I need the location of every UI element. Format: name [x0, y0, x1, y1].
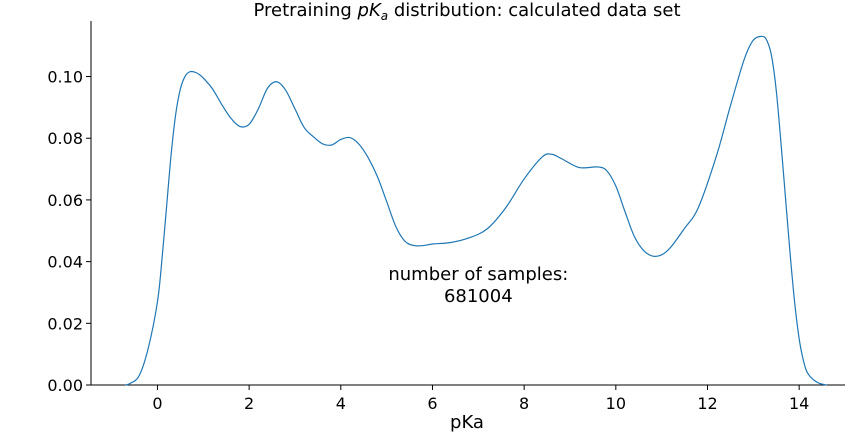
sample-count-label: number of samples: — [388, 264, 568, 285]
x-tick-label: 14 — [789, 394, 809, 413]
y-tick-label: 0.08 — [47, 129, 83, 148]
x-tick-label: 2 — [244, 394, 254, 413]
x-tick-label: 0 — [152, 394, 162, 413]
sample-count-value: 681004 — [444, 286, 513, 307]
x-tick-label: 4 — [336, 394, 346, 413]
x-axis-label: pKa — [450, 412, 484, 432]
chart-title: Pretraining pKa distribution: calculated… — [253, 0, 680, 23]
y-axis-ticks: 0.00 0.02 0.04 0.06 0.08 0.10 — [47, 68, 91, 395]
y-tick-label: 0.02 — [47, 314, 83, 333]
x-tick-label: 10 — [606, 394, 626, 413]
y-tick-label: 0.06 — [47, 191, 83, 210]
x-tick-label: 8 — [519, 394, 529, 413]
x-tick-label: 6 — [427, 394, 437, 413]
y-tick-label: 0.10 — [47, 68, 83, 87]
y-tick-label: 0.00 — [47, 376, 83, 395]
x-axis-ticks: 0 2 4 6 8 10 12 14 — [152, 385, 809, 413]
density-line — [125, 35, 827, 386]
x-tick-label: 12 — [697, 394, 717, 413]
y-tick-label: 0.04 — [47, 253, 83, 272]
